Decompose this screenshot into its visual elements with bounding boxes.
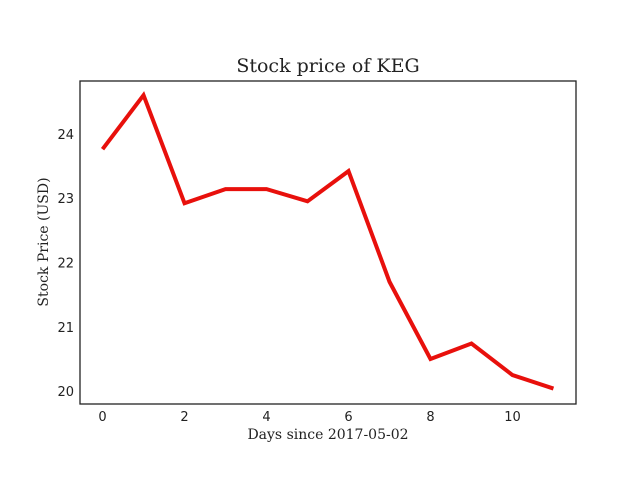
y-tick-label: 21 — [57, 321, 74, 336]
y-tick-label: 24 — [57, 128, 74, 143]
y-tick-label: 22 — [57, 256, 74, 271]
plot-frame — [79, 80, 577, 405]
y-tick-label: 23 — [57, 192, 74, 207]
x-tick-label: 6 — [344, 410, 352, 425]
x-tick-label: 8 — [426, 410, 434, 425]
x-tick-label: 10 — [504, 410, 521, 425]
plot-area — [79, 80, 577, 405]
y-axis-label: Stock Price (USD) — [36, 177, 52, 306]
x-tick-label: 0 — [98, 410, 106, 425]
y-tick-label: 20 — [57, 385, 74, 400]
x-tick-label: 2 — [180, 410, 188, 425]
chart-title: Stock price of KEG — [236, 55, 419, 77]
x-axis-label: Days since 2017-05-02 — [247, 427, 408, 443]
x-axis-ticks: 0 2 4 6 8 10 — [98, 410, 520, 425]
y-axis-ticks: 20 21 22 23 24 — [57, 128, 74, 400]
series-line — [100, 91, 555, 391]
x-tick-label: 4 — [262, 410, 270, 425]
series-layer — [100, 91, 555, 391]
